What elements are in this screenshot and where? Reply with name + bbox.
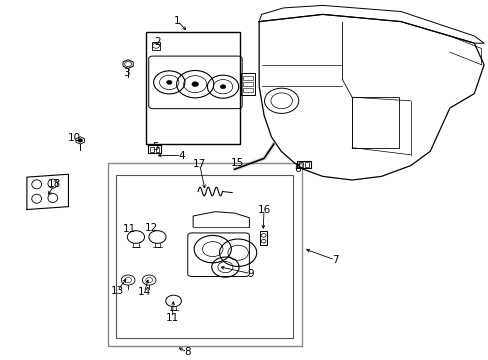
Text: 18: 18 bbox=[48, 179, 61, 189]
Text: 16: 16 bbox=[257, 204, 270, 215]
Circle shape bbox=[191, 82, 198, 87]
Bar bbox=[304, 162, 308, 167]
Circle shape bbox=[166, 80, 172, 85]
Bar bbox=[260, 231, 266, 245]
Bar bbox=[107, 163, 302, 346]
Text: 2: 2 bbox=[154, 37, 161, 48]
Text: 14: 14 bbox=[137, 287, 151, 297]
Text: 11: 11 bbox=[122, 224, 136, 234]
Bar bbox=[116, 175, 293, 338]
Text: 10: 10 bbox=[68, 132, 81, 143]
Text: 1: 1 bbox=[174, 16, 181, 26]
Bar bbox=[242, 82, 253, 86]
Text: 5: 5 bbox=[152, 142, 159, 152]
Text: 9: 9 bbox=[247, 269, 254, 279]
Text: 3: 3 bbox=[122, 68, 129, 78]
Bar bbox=[297, 161, 310, 168]
Circle shape bbox=[220, 85, 225, 89]
Text: 7: 7 bbox=[331, 255, 338, 265]
Text: 8: 8 bbox=[183, 347, 190, 357]
Text: 17: 17 bbox=[192, 159, 206, 169]
Bar bbox=[351, 97, 398, 148]
Text: 12: 12 bbox=[144, 222, 158, 233]
Bar bbox=[298, 162, 303, 167]
Circle shape bbox=[78, 139, 82, 142]
Text: 13: 13 bbox=[110, 286, 124, 296]
Text: 15: 15 bbox=[230, 158, 244, 168]
Text: 11: 11 bbox=[165, 312, 179, 323]
Bar bbox=[240, 73, 255, 95]
Bar bbox=[155, 147, 159, 152]
Bar bbox=[145, 32, 240, 144]
Bar bbox=[151, 42, 160, 50]
Text: 6: 6 bbox=[293, 164, 300, 174]
Bar bbox=[149, 147, 153, 152]
Text: 4: 4 bbox=[178, 150, 184, 161]
Bar bbox=[242, 89, 253, 92]
Bar bbox=[242, 76, 253, 80]
Bar bbox=[147, 145, 161, 153]
